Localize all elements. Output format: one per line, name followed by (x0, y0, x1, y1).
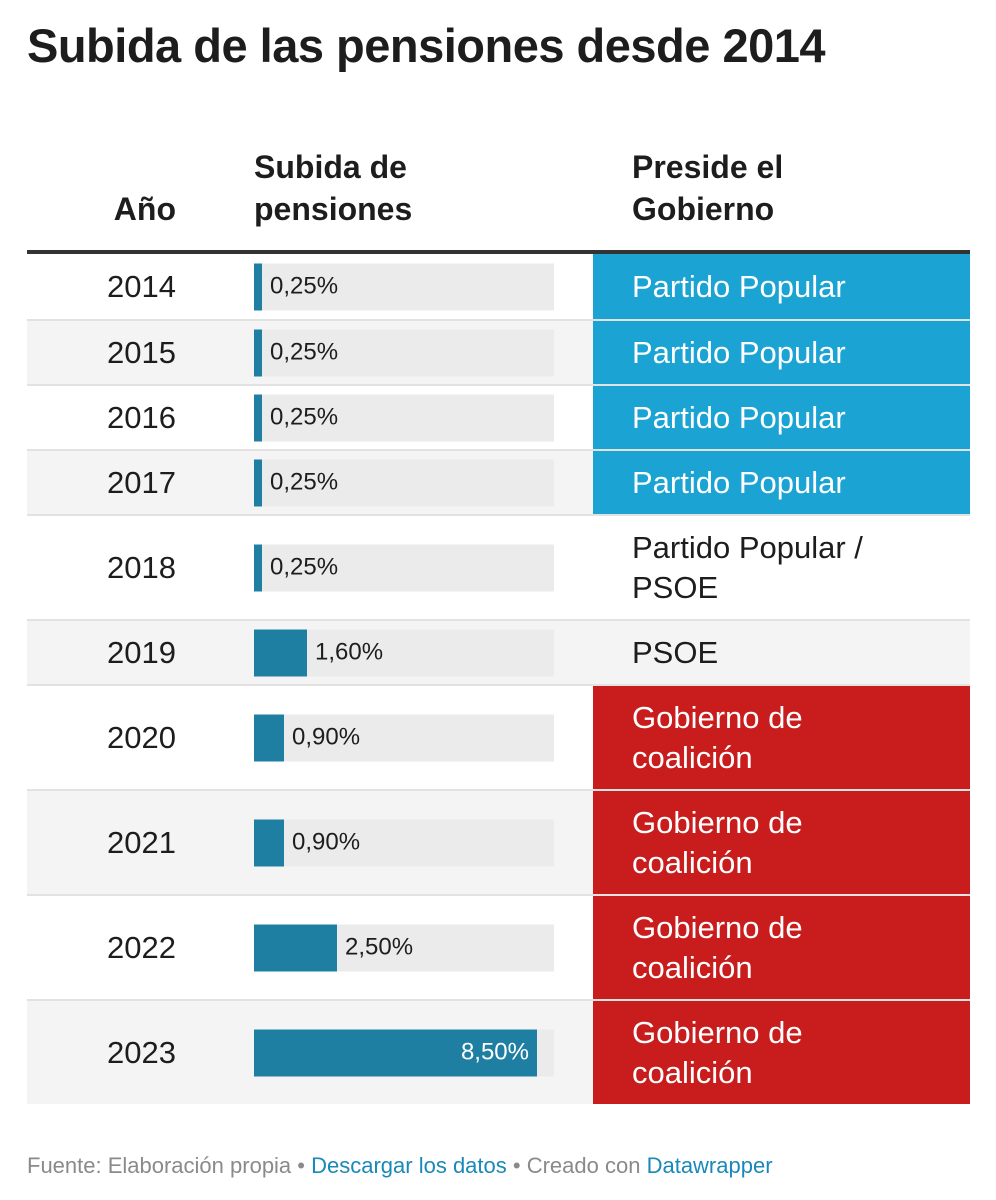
government-label: Partido Popular / PSOE (632, 529, 863, 605)
bar-fill (254, 714, 284, 761)
government-label: Gobierno de coalición (632, 909, 803, 985)
footer-separator: • (291, 1153, 312, 1178)
bar-value-label: 1,60% (315, 638, 384, 666)
year-cell: 2014 (107, 268, 176, 304)
bar-track: 0,25% (254, 394, 554, 441)
bar-value-label: 0,25% (270, 403, 339, 431)
government-label: Gobierno de coalición (632, 1014, 803, 1090)
bar-track: 0,90% (254, 714, 554, 761)
government-cell: Partido Popular / PSOE (593, 516, 970, 619)
table-row: 2016 0,25% Partido Popular (27, 384, 970, 449)
government-label: Gobierno de coalición (632, 804, 803, 880)
table-row: 2017 0,25% Partido Popular (27, 449, 970, 514)
bar-value-label: 0,25% (270, 468, 339, 496)
government-cell: Partido Popular (593, 386, 970, 449)
table-row: 2020 0,90% Gobierno de coalición (27, 684, 970, 789)
table-row: 2014 0,25% Partido Popular (27, 254, 970, 319)
table-row: 2018 0,25% Partido Popular / PSOE (27, 514, 970, 619)
table-row: 2022 2,50% Gobierno de coalición (27, 894, 970, 999)
government-cell: Gobierno de coalición (593, 896, 970, 999)
government-label: PSOE (632, 634, 719, 670)
table-row: 2021 0,90% Gobierno de coalición (27, 789, 970, 894)
government-cell: Partido Popular (593, 321, 970, 384)
government-label: Partido Popular (632, 268, 846, 304)
year-cell: 2018 (107, 549, 176, 585)
bar-track: 0,25% (254, 459, 554, 506)
government-cell: Gobierno de coalición (593, 1001, 970, 1104)
year-cell: 2023 (107, 1034, 176, 1070)
bar-fill (254, 544, 262, 591)
bar-track: 1,60% (254, 629, 554, 676)
header-divider (27, 250, 970, 254)
year-cell: 2016 (107, 399, 176, 435)
year-cell: 2015 (107, 334, 176, 370)
bar-fill (254, 329, 262, 376)
year-cell: 2021 (107, 824, 176, 860)
government-cell: Partido Popular (593, 254, 970, 319)
government-cell: Partido Popular (593, 451, 970, 514)
government-label: Partido Popular (632, 334, 846, 370)
bar-track: 0,25% (254, 329, 554, 376)
table-row: 2023 8,50% Gobierno de coalición (27, 999, 970, 1104)
year-cell: 2020 (107, 719, 176, 755)
year-cell: 2022 (107, 929, 176, 965)
table-header: Año Subida de pensiones Preside el Gobie… (0, 140, 996, 250)
table-row: 2015 0,25% Partido Popular (27, 319, 970, 384)
government-cell: Gobierno de coalición (593, 686, 970, 789)
footer: Fuente: Elaboración propia • Descargar l… (27, 1153, 773, 1179)
government-label: Gobierno de coalición (632, 699, 803, 775)
bar-fill (254, 924, 337, 971)
year-cell: 2019 (107, 634, 176, 670)
bar-track: 0,25% (254, 263, 554, 310)
column-header-government: Preside el Gobierno (632, 149, 784, 227)
download-data-link[interactable]: Descargar los datos (311, 1153, 507, 1178)
bar-value-label: 0,90% (292, 723, 361, 751)
bar-fill (254, 263, 262, 310)
footer-separator: • (506, 1153, 527, 1178)
government-cell: PSOE (593, 621, 970, 684)
bar-track: 0,90% (254, 819, 554, 866)
chart-title: Subida de las pensiones desde 2014 (27, 19, 826, 72)
footer-source: Fuente: Elaboración propia (27, 1153, 292, 1178)
column-header-raise: Subida de pensiones (254, 149, 413, 227)
bar-fill (254, 1029, 537, 1076)
table-row: 2019 1,60% PSOE (27, 619, 970, 684)
bar-value-label: 0,25% (270, 272, 339, 300)
government-label: Partido Popular (632, 464, 846, 500)
footer-created-with: Creado con (526, 1153, 641, 1178)
bar-track: 2,50% (254, 924, 554, 971)
bar-fill (254, 459, 262, 506)
government-cell: Gobierno de coalición (593, 791, 970, 894)
bar-track: 0,25% (254, 544, 554, 591)
datawrapper-link[interactable]: Datawrapper (646, 1153, 773, 1178)
bar-fill (254, 629, 307, 676)
government-label: Partido Popular (632, 399, 846, 435)
bar-fill (254, 394, 262, 441)
bar-value-label: 0,25% (270, 553, 339, 581)
bar-value-label: 0,25% (270, 338, 339, 366)
bar-value-label: 2,50% (345, 933, 414, 961)
year-cell: 2017 (107, 464, 176, 500)
column-header-year: Año (113, 191, 176, 227)
bar-track: 8,50% (254, 1029, 554, 1076)
bar-value-label: 0,90% (292, 828, 361, 856)
bar-value-label: 8,50% (460, 1038, 529, 1066)
bar-fill (254, 819, 284, 866)
